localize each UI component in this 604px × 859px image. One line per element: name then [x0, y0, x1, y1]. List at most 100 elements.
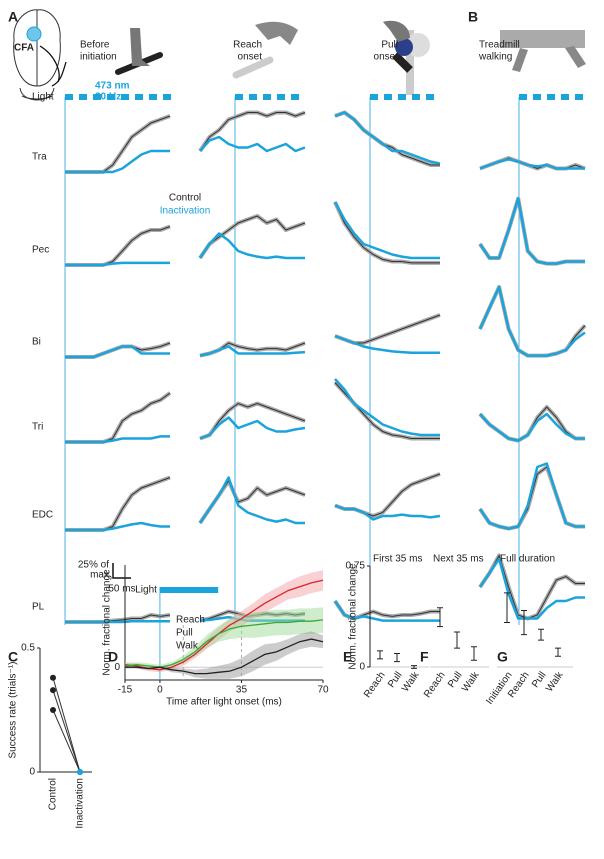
inactivation-trace: [65, 149, 170, 174]
inactivation-trace: [65, 521, 170, 532]
inactivation-trace: [198, 476, 305, 525]
inactivation-trace: [333, 600, 440, 622]
y-tick-label: 0.75: [346, 561, 366, 572]
control-trace: [199, 402, 306, 439]
control-trace: [334, 382, 440, 439]
control-band: [65, 341, 171, 359]
x-tick-label: Control: [48, 778, 59, 810]
x-tick-label: 35: [236, 685, 248, 696]
column-title: initiation: [80, 52, 117, 63]
control-band: [65, 114, 171, 174]
light-pulse: [235, 94, 243, 100]
panel-label: A: [8, 9, 18, 25]
light-pulse: [398, 94, 406, 100]
y-tick-label: 0: [29, 767, 35, 778]
brain-illustration: [13, 9, 67, 101]
control-band: [65, 475, 171, 532]
inactivation-trace: [199, 135, 306, 153]
subtitle: Full duration: [500, 554, 555, 565]
light-pulse: [547, 94, 555, 100]
y-tick-label: 0.5: [21, 643, 35, 654]
control-band: [478, 465, 585, 531]
pair-dot: [50, 674, 56, 681]
muscle-label: EDC: [32, 510, 53, 521]
inactivation-trace: [478, 557, 585, 620]
x-tick-label: Reach: [422, 670, 448, 700]
legend-entry: Walk: [176, 641, 199, 652]
series-line: [125, 638, 324, 675]
laser-label: 473 nm: [95, 81, 130, 92]
error-bar: [504, 592, 510, 624]
panel-label: F: [420, 649, 429, 665]
x-tick-label: -15: [118, 685, 133, 696]
control-trace: [334, 201, 440, 264]
light-pulse: [533, 94, 541, 100]
light-label: Light: [135, 585, 157, 596]
panel-label: B: [468, 9, 478, 25]
panel-label: D: [108, 649, 118, 665]
panel-label: C: [8, 649, 18, 665]
y-axis-label: Norm. fractional change: [102, 569, 113, 676]
muscle-label: Tra: [32, 152, 47, 163]
series-line: [124, 579, 324, 671]
muscle-label: Tri: [32, 422, 43, 433]
subtitle: First 35 ms: [373, 554, 422, 565]
x-axis-label: Time after light onset (ms): [166, 697, 282, 708]
light-pulse: [384, 94, 392, 100]
control-band: [199, 401, 306, 441]
x-tick-label: 70: [317, 685, 329, 696]
control-band: [334, 313, 441, 345]
scale-x-label: 50 ms: [108, 584, 135, 595]
light-pulse: [291, 94, 299, 100]
scale-y-label: max: [90, 570, 109, 581]
control-trace: [334, 111, 440, 166]
control-trace: [65, 115, 171, 173]
light-pulse: [575, 94, 583, 100]
legend-entry: Pull: [176, 628, 193, 639]
control-trace: [479, 554, 585, 620]
control-band: [65, 224, 171, 267]
column-title: walking: [478, 52, 512, 63]
inactivation-trace: [478, 285, 586, 357]
inactivation-trace: [65, 345, 170, 359]
panel-label: E: [343, 649, 352, 665]
light-pulse: [412, 94, 420, 100]
control-trace: [199, 112, 306, 152]
column-title: Treadmill: [479, 40, 520, 51]
control-band: [334, 110, 440, 167]
error-bar: [538, 628, 544, 641]
error-bar: [454, 631, 460, 649]
pair-dot: [50, 687, 56, 694]
error-bar: [411, 665, 417, 669]
inactivation-trace: [334, 504, 441, 521]
y-axis-label: Norm. fractional change: [348, 563, 359, 670]
light-pulse: [426, 94, 434, 100]
inactivation-trace: [479, 158, 585, 170]
inactivation-trace: [478, 462, 585, 530]
column-title: Before: [80, 40, 110, 51]
error-bar: [437, 607, 443, 628]
inactivation-trace: [479, 412, 585, 442]
legend-control: Control: [169, 193, 201, 204]
light-pulse: [107, 94, 115, 100]
light-pulse: [65, 94, 73, 100]
inactivation-trace: [334, 334, 440, 355]
control-trace: [199, 215, 306, 259]
muscle-label: Pec: [32, 245, 49, 256]
x-tick-label: Walk: [400, 669, 422, 694]
light-pulse: [249, 94, 257, 100]
control-trace: [65, 226, 171, 266]
subtitle: Next 35 ms: [433, 554, 484, 565]
x-tick-label: Walk: [460, 669, 482, 694]
legend-inactivation: Inactivation: [160, 206, 211, 217]
error-band: [125, 631, 323, 679]
light-pulse: [277, 94, 285, 100]
inactivation-trace: [65, 620, 170, 624]
pair-line: [52, 677, 81, 773]
x-tick-label: Walk: [544, 669, 566, 694]
light-pulse: [519, 94, 527, 100]
inactivation-trace: [333, 201, 440, 260]
light-label: Light: [32, 92, 54, 103]
inactivation-trace: [65, 435, 170, 444]
